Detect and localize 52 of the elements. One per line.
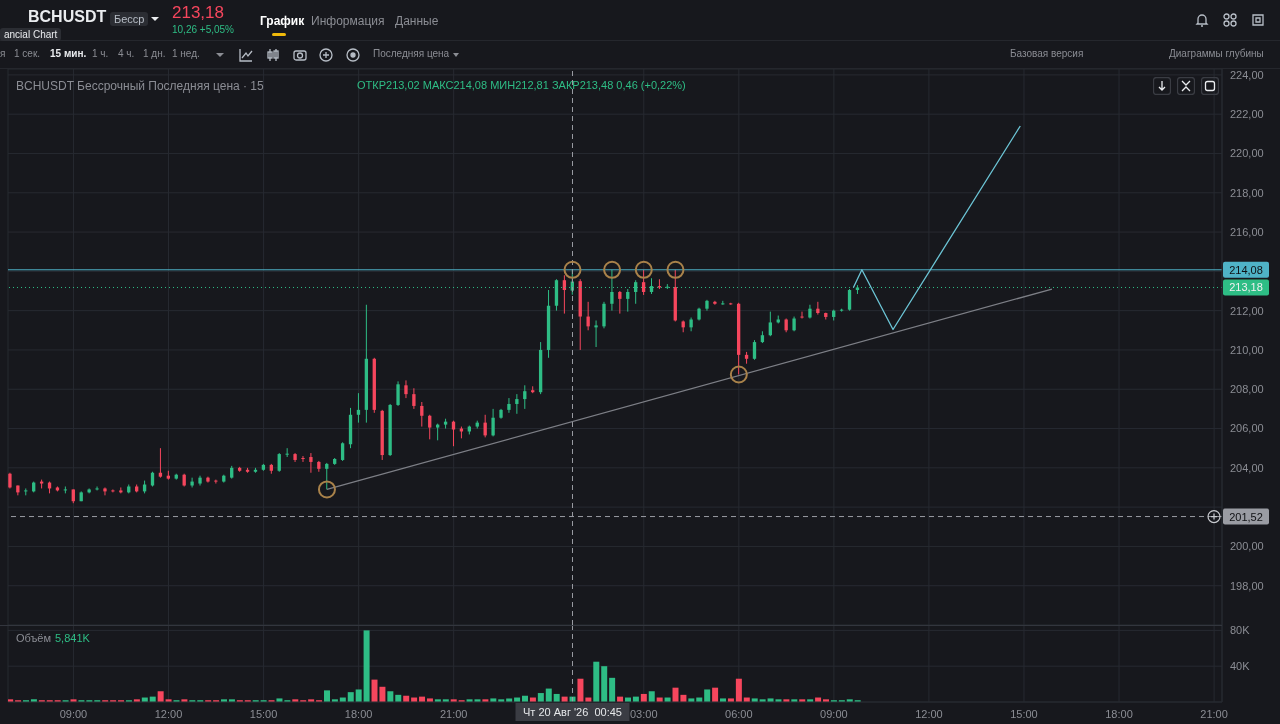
ref-line-label: 201,52: [1229, 510, 1263, 523]
text: BCHUSDT Бессрочный Последняя цена · 15: [16, 79, 264, 93]
x-tick-label: 03:00: [630, 707, 658, 720]
text: Бесср: [110, 12, 149, 26]
text: 4 ч.: [118, 48, 135, 59]
text: я: [0, 48, 6, 59]
text: Диаграммы глубины: [1169, 48, 1264, 59]
y-tick-label: 224,00: [1230, 68, 1264, 81]
y-tick-label: 40K: [1230, 660, 1251, 673]
y-tick-label: 220,00: [1230, 147, 1264, 160]
x-tick-label: 12:00: [915, 707, 943, 720]
text: Базовая версия: [1010, 48, 1084, 59]
y-tick-label: 208,00: [1230, 383, 1264, 396]
x-tick-label: 18:00: [1105, 707, 1133, 720]
text: Данные: [395, 14, 439, 28]
x-tick-label: 15:00: [249, 707, 278, 720]
text: 1 нед.: [172, 48, 200, 59]
x-tick-label: 09:00: [820, 707, 848, 720]
y-tick-label: 218,00: [1230, 186, 1264, 199]
x-tick-label: 09:00: [59, 707, 88, 720]
ref-line-label: 213,18: [1229, 281, 1263, 294]
y-tick-label: 210,00: [1230, 343, 1264, 356]
x-tick-label: 06:00: [725, 707, 753, 720]
x-tick-label: 15:00: [1010, 707, 1038, 720]
x-tick-label: 18:00: [344, 707, 373, 720]
y-tick-label: 222,00: [1230, 108, 1264, 121]
text: 1 сек.: [14, 48, 41, 59]
text: Информация: [311, 14, 385, 28]
annotation: 5,841K: [55, 632, 90, 644]
text: График: [260, 14, 305, 28]
y-tick-label: 80K: [1230, 624, 1251, 637]
x-tick-label: 12:00: [154, 707, 183, 720]
text: Последняя цена: [373, 48, 450, 59]
text: 10,26 +5,05%: [172, 24, 234, 35]
x-tick-label: 21:00: [439, 707, 468, 720]
y-tick-label: 206,00: [1230, 422, 1264, 435]
text: 15 мин.: [50, 48, 87, 59]
text: 1 дн.: [143, 48, 166, 59]
y-tick-label: 198,00: [1230, 579, 1264, 592]
ref-line-label: Чт 20 Авг '26 00:45: [523, 706, 622, 718]
text: 213,18: [172, 3, 224, 23]
y-tick-label: 200,00: [1230, 540, 1264, 553]
annotation: ОТКР213,02 МАКС214,08 МИН212,81 ЗАКР213,48 0,46 (+0,22%): [357, 79, 686, 91]
y-tick-label: 216,00: [1230, 225, 1264, 238]
text: Объём: [16, 632, 52, 644]
text: BCHUSDT: [28, 8, 107, 26]
ref-line-label: 214,08: [1229, 263, 1263, 276]
text: ancial Chart: [0, 28, 62, 41]
y-tick-label: 212,00: [1230, 304, 1264, 317]
y-tick-label: 204,00: [1230, 461, 1264, 474]
text: 1 ч.: [92, 48, 109, 59]
x-tick-label: 21:00: [1200, 707, 1228, 720]
